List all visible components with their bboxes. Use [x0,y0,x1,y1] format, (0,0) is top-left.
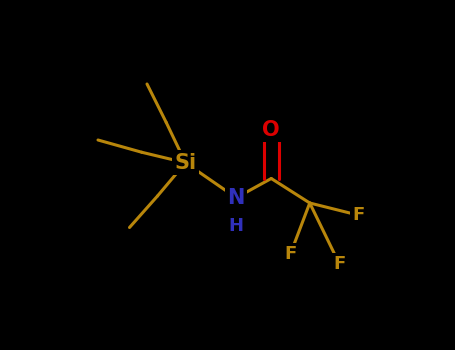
Text: O: O [263,119,280,140]
Text: H: H [229,217,244,235]
Text: F: F [353,206,365,224]
Text: Si: Si [174,153,197,173]
Text: N: N [228,188,245,208]
Text: F: F [334,255,346,273]
Text: F: F [284,245,297,263]
